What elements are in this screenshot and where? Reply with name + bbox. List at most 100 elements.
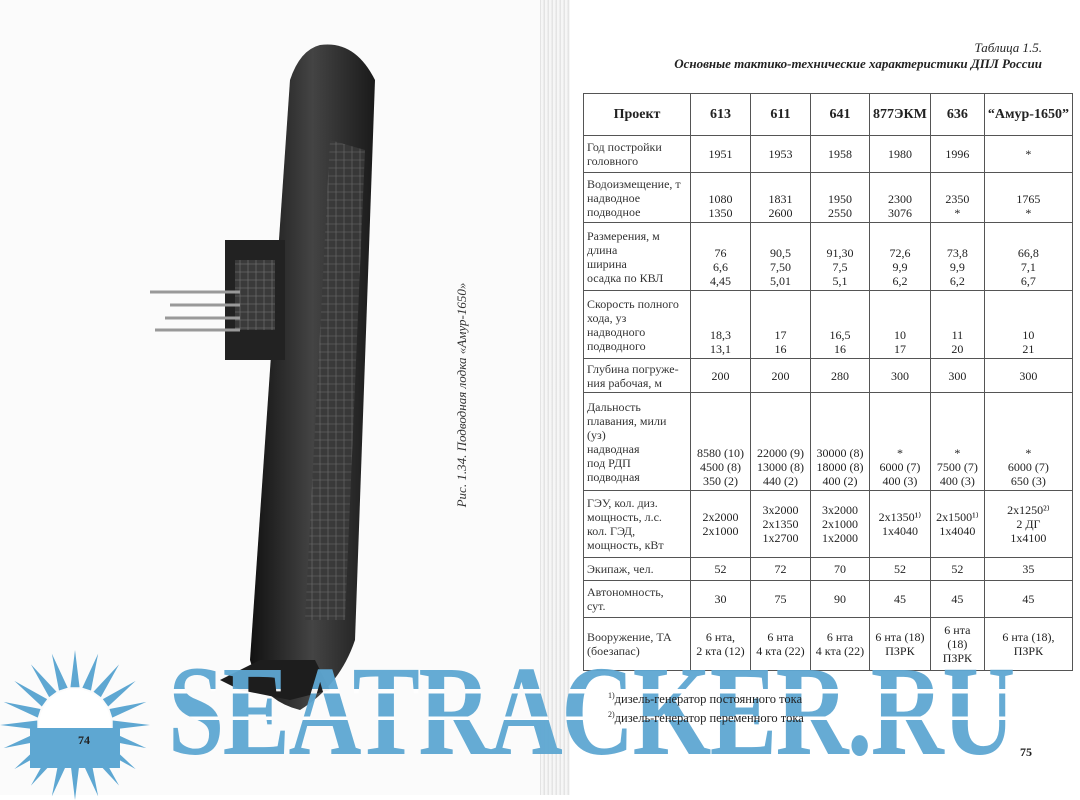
sun-ray [93, 664, 120, 698]
table-cell: 45 [869, 580, 931, 618]
footnote-mark: 2) [608, 710, 615, 720]
table-cell: 2x1250²⁾ 2 ДГ 1x4100 [983, 490, 1073, 558]
table-cell: 1996 [929, 135, 985, 173]
table-cell: 6 нта (18), ПЗРК [983, 617, 1073, 671]
table-cell: 2x1350¹⁾ 1x4040 [869, 490, 931, 558]
sun-ray [0, 720, 38, 730]
table-cell: 10 17 [869, 290, 931, 359]
sun-ray [82, 653, 99, 691]
table-cell: 1080 1350 [690, 172, 751, 223]
sun-ray [109, 701, 147, 718]
table-cell: 8580 (10) 4500 (8) 350 (2) [690, 392, 751, 491]
table-cell: 76 6,6 4,45 [690, 222, 751, 291]
table-cell: 52 [690, 557, 751, 581]
watermark: SEATRACKER.RU [168, 640, 1015, 782]
table-row: Скорость полного хода, уз надводного под… [583, 290, 1073, 359]
column-header: “Амур-1650” [983, 93, 1073, 136]
column-header: 613 [690, 93, 751, 136]
sun-ray [3, 701, 41, 718]
sun-ray [112, 720, 150, 730]
table-cell: 17 16 [750, 290, 811, 359]
table-row: Автономность, сут. 30 75 90 45 45 45 [583, 580, 1073, 618]
table-row: Размерения, м длина ширина осадка по КВЛ… [583, 222, 1073, 291]
footnote-text: дизель-генератор переменного тока [614, 711, 804, 726]
table-cell: * [983, 135, 1073, 173]
table-cell: 22000 (9) 13000 (8) 440 (2) [750, 392, 811, 491]
right-page: Таблица 1.5. Основные тактико-технически… [570, 0, 1080, 795]
row-label: ГЭУ, кол. диз. мощность, л.с. кол. ГЭД, … [583, 490, 691, 558]
table-cell: 3x2000 2x1350 1x2700 [750, 490, 811, 558]
row-label: Глубина погруже- ния рабочая, м [583, 358, 691, 393]
row-label: Водоизмещение, т надводное подводное [583, 172, 691, 223]
table-cell: 2x2000 2x1000 [690, 490, 751, 558]
table-cell: 30 [690, 580, 751, 618]
table-row: Глубина погруже- ния рабочая, м 200 200 280… [583, 358, 1073, 393]
table-cell: 1950 2550 [810, 172, 870, 223]
table-cell: 300 [869, 358, 931, 393]
table-cell: 1951 [690, 135, 751, 173]
table-cell: 18,3 13,1 [690, 290, 751, 359]
sun-ray [70, 762, 80, 800]
row-label: Год постройки головного [583, 135, 691, 173]
sun-ray [14, 680, 48, 707]
sun-ray [30, 664, 57, 698]
table-cell: 2300 3076 [869, 172, 931, 223]
table-cell: 66,8 7,1 6,7 [983, 222, 1073, 291]
footnote-mark: 1) [608, 691, 615, 700]
sun-water [30, 728, 120, 768]
column-header: 636 [929, 93, 985, 136]
table-cell: 2350 * [929, 172, 985, 223]
book-gutter [540, 0, 570, 795]
row-label: Размерения, м длина ширина осадка по КВЛ [583, 222, 691, 291]
specs-table: Проект 613 611 641 877ЭКМ 636 “Амур-1650” Год … [583, 93, 1073, 671]
table-cell: 1831 2600 [750, 172, 811, 223]
column-header: 641 [810, 93, 870, 136]
table-cell: 2x1500¹⁾ 1x4040 [929, 490, 985, 558]
table-cell: 45 [929, 580, 985, 618]
sun-ray [102, 680, 136, 707]
footnotes: 1)дизель-генератор постоянного тока 2)ди… [608, 688, 804, 726]
sun-ray [51, 653, 68, 691]
column-header: 611 [750, 93, 811, 136]
table-row: Год постройки головного 1951 1953 1958 1980 1… [583, 135, 1073, 173]
footnote-text: дизель-генератор постоянного тока [614, 692, 803, 707]
figure-caption: Рис. 1.34. Подводная лодка «Амур-1650» [454, 282, 469, 508]
table-cell: 6 нта, 2 кта (12) [690, 617, 751, 671]
table-cell: 90,5 7,50 5,01 [750, 222, 811, 291]
table-cell: 300 [983, 358, 1073, 393]
table-cell: 30000 (8) 18000 (8) 400 (2) [810, 392, 870, 491]
row-label: Скорость полного хода, уз надводного под… [583, 290, 691, 359]
table-row: Вооружение, ТА (боезапас) 6 нта, 2 кта (1… [583, 617, 1073, 671]
table-cell: 6 нта 4 кта (22) [810, 617, 870, 671]
table-cell: 1765 * [983, 172, 1073, 223]
page-number-right: 75 [1020, 745, 1032, 759]
table-cell: 1958 [810, 135, 870, 173]
table-cell: 91,30 7,5 5,1 [810, 222, 870, 291]
table-cell: 70 [810, 557, 870, 581]
table-cell: 11 20 [929, 290, 985, 359]
sun-logo-icon [0, 650, 150, 800]
column-header-project: Проект [583, 93, 691, 136]
table-cell: 52 [929, 557, 985, 581]
sun-ray [51, 759, 68, 797]
footnote: 2)дизель-генератор переменного тока [608, 707, 804, 726]
column-header: 877ЭКМ [869, 93, 931, 136]
table-cell: 35 [983, 557, 1073, 581]
table-header-row: Проект 613 611 641 877ЭКМ 636 “Амур-1650” [583, 93, 1073, 136]
footnote: 1)дизель-генератор постоянного тока [608, 688, 804, 707]
row-label: Вооружение, ТА (боезапас) [583, 617, 691, 671]
table-row: Дальность плавания, мили (уз) надводная … [583, 392, 1073, 491]
table-row: ГЭУ, кол. диз. мощность, л.с. кол. ГЭД, … [583, 490, 1073, 558]
table-cell: 72 [750, 557, 811, 581]
table-title: Основные тактико-технические характерист… [674, 56, 1042, 71]
table-cell: * 6000 (7) 400 (3) [869, 392, 931, 491]
row-label: Дальность плавания, мили (уз) надводная … [583, 392, 691, 491]
submarine-illustration [150, 44, 375, 710]
table-cell: * 7500 (7) 400 (3) [929, 392, 985, 491]
left-page: Рис. 1.34. Подводная лодка «Амур-1650» 7… [78, 44, 469, 747]
table-cell: 300 [929, 358, 985, 393]
table-cell: 6 нта (18) ПЗРК [869, 617, 931, 671]
row-label: Экипаж, чел. [583, 557, 691, 581]
table-cell: 72,6 9,9 6,2 [869, 222, 931, 291]
table-cell: 280 [810, 358, 870, 393]
